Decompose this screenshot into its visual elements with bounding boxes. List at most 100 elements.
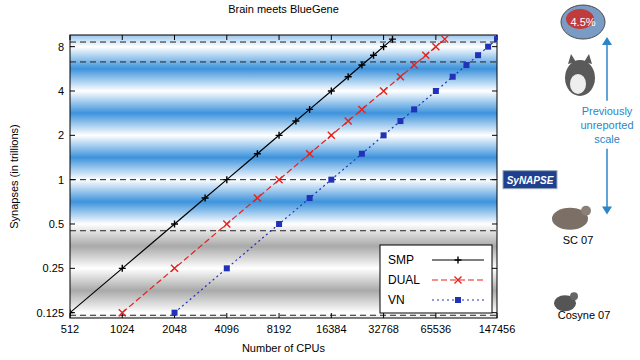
cat-icon (565, 60, 595, 96)
legend-label: DUAL (388, 273, 420, 287)
synapse-logo (503, 171, 557, 189)
annotation-label: 4.5% (570, 16, 595, 28)
band (70, 91, 497, 135)
series-marker (223, 176, 230, 183)
scale-arrow (606, 149, 608, 209)
legend-marker (455, 277, 462, 284)
x-tick (331, 35, 332, 40)
series-marker (306, 106, 313, 113)
reference-line (70, 315, 497, 316)
y-tick (492, 312, 497, 313)
scale-note: Previouslyunreportedscale (580, 105, 633, 145)
y-tick (70, 135, 75, 136)
y-tick-label: 0.5 (49, 218, 64, 230)
band (70, 47, 497, 91)
x-tick (279, 35, 280, 40)
series-marker (254, 150, 261, 157)
series-marker (370, 52, 377, 59)
series-marker (389, 36, 396, 43)
scale-note-line: scale (594, 133, 620, 145)
series-marker (485, 44, 491, 50)
series-marker (359, 151, 365, 157)
x-tick (279, 313, 280, 318)
x-tick (435, 35, 436, 40)
x-tick (383, 35, 384, 40)
series-marker (422, 52, 429, 59)
reference-lines (70, 42, 497, 315)
title: Brain meets BlueGene (228, 3, 339, 15)
series-marker (254, 195, 261, 202)
series-marker (70, 309, 74, 316)
series-group (70, 36, 497, 317)
bands (70, 35, 497, 318)
series-marker (224, 265, 230, 271)
scale-arrow-head (602, 37, 612, 45)
x-tick-label: 147456 (479, 323, 516, 335)
cat-ears (568, 54, 592, 64)
rat-ear (581, 206, 591, 216)
series-marker (276, 176, 283, 183)
legend-label: SMP (388, 253, 414, 267)
x-tick (226, 35, 227, 40)
series-marker (223, 220, 230, 227)
reference-line (70, 42, 497, 43)
x-tick-label: 32768 (368, 323, 399, 335)
x-tick-label: 512 (61, 323, 79, 335)
series-line (70, 39, 392, 313)
x-tick (497, 313, 498, 318)
reference-line (70, 61, 497, 62)
x-tick-label: 4096 (215, 323, 239, 335)
series-marker (381, 132, 387, 138)
y-tick (70, 46, 75, 47)
legend: SMP DUAL VN (380, 245, 492, 313)
y-tick-label: 0.125 (36, 307, 64, 319)
y-tick-label: 1 (58, 174, 64, 186)
annotation-label: SC 07 (563, 234, 594, 246)
y-tick (70, 268, 75, 269)
y-tick (492, 90, 497, 91)
series-marker (276, 132, 283, 139)
legend-label: VN (388, 293, 405, 307)
series-marker (441, 36, 448, 43)
reference-line (70, 179, 497, 180)
series-marker (172, 310, 178, 316)
series-marker (397, 118, 403, 124)
series-marker (119, 265, 126, 272)
x-tick (174, 35, 175, 40)
x-tick (383, 313, 384, 318)
y-tick (492, 268, 497, 269)
series-marker (450, 74, 456, 80)
legend-marker (455, 257, 462, 264)
y-tick-label: 8 (58, 41, 64, 53)
mouse-ear (570, 292, 578, 300)
plot-frame (70, 35, 497, 318)
x-tick-label: 1024 (110, 323, 134, 335)
series-marker (358, 62, 365, 69)
x-tick-label: 65536 (421, 323, 452, 335)
cat-icon-detail (570, 74, 586, 94)
x-tick-label: 2048 (162, 323, 186, 335)
series-marker (276, 221, 282, 227)
legend-box (380, 245, 492, 313)
x-tick (331, 313, 332, 318)
series-marker (463, 62, 469, 68)
y-tick (70, 90, 75, 91)
series-marker (345, 73, 352, 80)
band (70, 35, 497, 47)
series-marker (307, 195, 313, 201)
series-marker (494, 36, 497, 42)
x-tick (435, 313, 436, 318)
y-tick-label: 4 (58, 85, 64, 97)
series-marker (411, 62, 418, 69)
series-marker (306, 150, 313, 157)
series-line (175, 39, 497, 313)
scale-note-line: unreported (580, 119, 633, 131)
series-marker (475, 52, 481, 58)
series-marker (433, 88, 439, 94)
y-tick-label: 0.25 (43, 262, 64, 274)
y-tick (492, 135, 497, 136)
y-tick (492, 223, 497, 224)
x-axis-label: Number of CPUs (242, 342, 326, 354)
series-marker (171, 265, 178, 272)
series-marker (380, 87, 387, 94)
